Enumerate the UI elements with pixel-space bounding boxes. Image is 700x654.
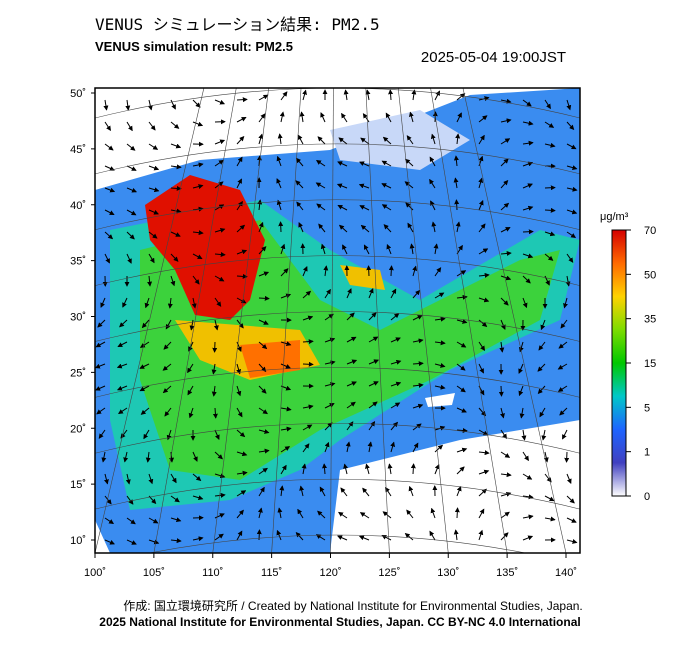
wind-arrow (456, 200, 457, 210)
wind-arrow (237, 99, 247, 100)
title: VENUS シミュレーション結果: PM2.5 (95, 15, 380, 34)
lon-tick-label: 105˚ (143, 567, 165, 579)
colorbar-tick-label: 50 (644, 269, 656, 281)
lon-tick-label: 125˚ (378, 567, 400, 579)
wind-arrow (545, 210, 555, 211)
colorbar-tick-label: 0 (644, 491, 650, 503)
license: 2025 National Institute for Environmenta… (99, 615, 580, 629)
colorbar-tick-label: 15 (644, 358, 656, 370)
map (95, 88, 580, 565)
lat-tick-label: 15˚ (70, 479, 86, 491)
timestamp: 2025-05-04 19:00JST (421, 49, 566, 66)
lon-tick-label: 110˚ (202, 567, 223, 579)
lon-tick-label: 100˚ (84, 567, 106, 579)
colorbar-tick-label: 1 (644, 447, 650, 459)
lon-tick-label: 130˚ (437, 567, 459, 579)
lat-tick-label: 10˚ (70, 535, 86, 547)
lat-tick-label: 40˚ (70, 200, 86, 212)
colorbar-ticks: 70 50 35 15 5 1 0 (626, 225, 656, 503)
lon-tick-label: 115˚ (261, 567, 282, 579)
lon-tick-label: 135˚ (496, 567, 518, 579)
wind-arrow (457, 508, 458, 518)
colorbar-tick-label: 70 (644, 225, 656, 237)
lon-tick-label: 120˚ (319, 567, 341, 579)
wind-arrow (391, 266, 392, 276)
colorbar-unit: μg/m³ (600, 211, 629, 223)
wind-arrow (501, 386, 502, 396)
lat-tick-label: 35˚ (70, 256, 86, 268)
lat-tick-label: 20˚ (70, 423, 86, 435)
lat-tick-label: 30˚ (70, 312, 86, 324)
colorbar-tick-label: 5 (644, 402, 650, 414)
lat-tick-label: 45˚ (70, 144, 86, 156)
lat-tick-label: 50˚ (70, 88, 86, 100)
lon-tick-label: 140˚ (555, 567, 577, 579)
wind-arrow (259, 298, 269, 299)
lat-tick-label: 25˚ (70, 367, 86, 379)
credit: 作成: 国立環境研究所 / Created by National Instit… (123, 598, 583, 613)
colorbar-tick-label: 35 (644, 314, 656, 326)
wind-arrow (413, 464, 414, 474)
colorbar (612, 230, 626, 496)
subtitle: VENUS simulation result: PM2.5 (95, 39, 293, 54)
